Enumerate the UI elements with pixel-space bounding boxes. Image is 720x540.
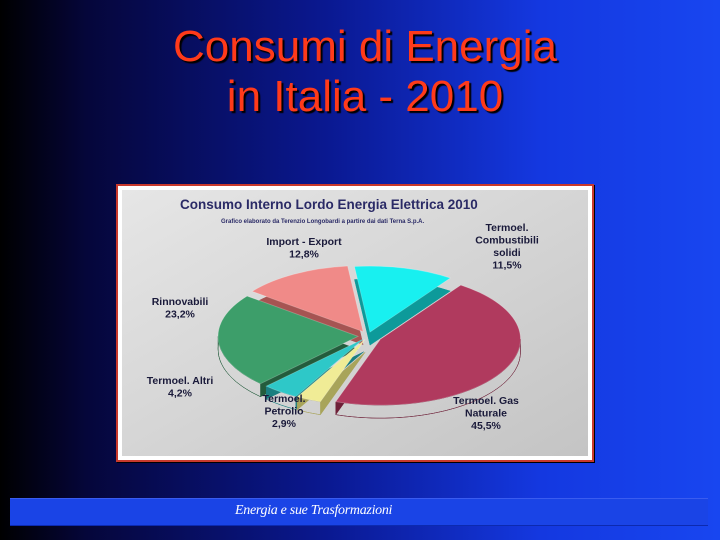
slice-name-label: Combustibili xyxy=(475,235,539,247)
slice-name-label: Rinnovabili xyxy=(152,296,209,308)
pie-slice xyxy=(335,284,521,406)
slide-title-line-1: Consumi di Energia xyxy=(173,22,557,71)
footer-bar: Energia e sue Trasformazioni xyxy=(10,498,708,526)
slice-name-label: Petrolio xyxy=(264,406,303,418)
slice-name-label: Termoel. Altri xyxy=(147,375,214,387)
pie-slice xyxy=(353,265,452,333)
slice-name-label: Termoel. xyxy=(486,222,529,234)
slice-name-label: Termoel. Gas xyxy=(453,395,519,407)
slice-name-label: Naturale xyxy=(465,408,507,420)
pie-chart: Consumo Interno Lordo Energia Elettrica … xyxy=(122,190,588,456)
chart-title: Consumo Interno Lordo Energia Elettrica … xyxy=(180,197,478,212)
slide-title: Consumi di Energia in Italia - 2010 xyxy=(0,22,720,122)
slice-name-label: Import - Export xyxy=(266,236,342,248)
pie-labels: Termoel. GasNaturale45,5%Termoel.Petroli… xyxy=(147,222,539,432)
chart-frame: Consumo Interno Lordo Energia Elettrica … xyxy=(116,184,594,462)
pie-slice xyxy=(265,338,365,397)
slice-value-label: 23,2% xyxy=(165,309,195,321)
pie-slice xyxy=(217,295,360,385)
slice-value-label: 12,8% xyxy=(289,249,319,261)
slice-value-label: 4,2% xyxy=(168,388,193,400)
slide-title-line-2: in Italia - 2010 xyxy=(226,72,504,121)
slice-value-label: 2,9% xyxy=(272,418,297,430)
pie-slices xyxy=(217,265,521,419)
slice-value-label: 45,5% xyxy=(471,420,501,432)
pie-slice xyxy=(251,265,364,333)
slice-name-label: Termoel. xyxy=(263,393,306,405)
slice-value-label: 11,5% xyxy=(492,260,522,272)
chart-subtitle: Grafico elaborato da Terenzio Longobardi… xyxy=(221,219,424,225)
footer-text: Energia e sue Trasformazioni xyxy=(235,503,393,518)
slice-name-label: solidi xyxy=(493,247,521,259)
pie-slice xyxy=(296,338,366,403)
